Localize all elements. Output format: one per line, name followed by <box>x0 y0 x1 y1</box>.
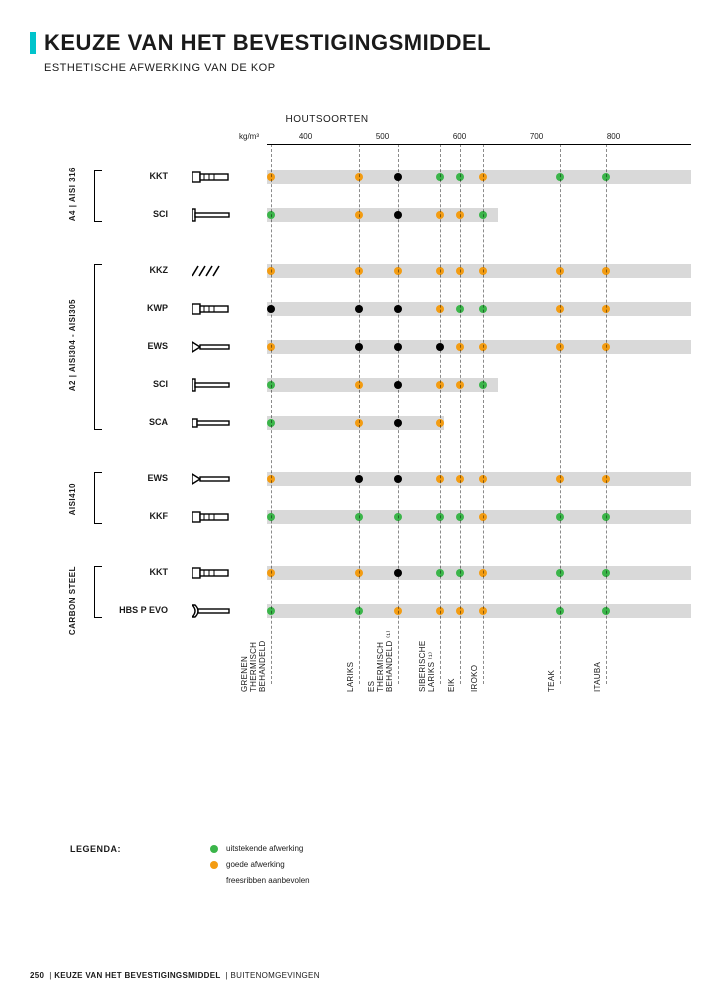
page-title: KEUZE VAN HET BEVESTIGINGSMIDDEL <box>44 30 491 56</box>
footer-part-1: KEUZE VAN HET BEVESTIGINGSMIDDEL <box>54 971 220 980</box>
page-subtitle: ESTHETISCHE AFWERKING VAN DE KOP <box>44 62 677 74</box>
compatibility-chart: HOUTSOORTENkg/m³400500600700800KKTSCIA4 … <box>30 114 677 754</box>
page-number: 250 <box>30 971 44 980</box>
page-footer: 250 | KEUZE VAN HET BEVESTIGINGSMIDDEL |… <box>30 971 320 980</box>
page-title-row: KEUZE VAN HET BEVESTIGINGSMIDDEL <box>30 30 677 56</box>
footer-part-2: BUITENOMGEVINGEN <box>231 971 320 980</box>
accent-bar <box>30 32 36 54</box>
